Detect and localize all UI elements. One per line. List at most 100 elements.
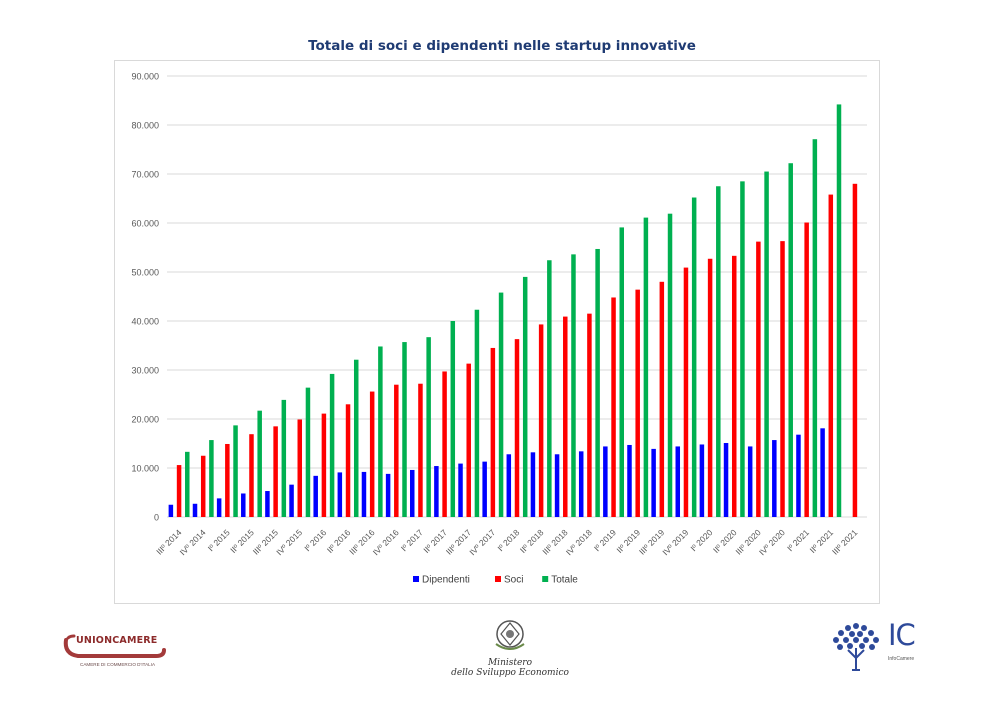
- bar-soci: [200, 455, 206, 517]
- bar-dipendenti: [265, 491, 270, 517]
- bar-soci: [611, 297, 616, 517]
- bar-soci: [225, 443, 230, 517]
- infocamere-initials: IC: [888, 618, 916, 652]
- bar-totale: [691, 197, 697, 517]
- legend-label: Dipendenti: [422, 575, 470, 586]
- bar-totale: [522, 276, 528, 517]
- bar-totale: [450, 321, 456, 517]
- legend-label: Soci: [504, 575, 523, 586]
- bar-totale: [740, 181, 745, 517]
- bar-dipendenti: [289, 484, 294, 517]
- x-tick-label: Iº 2019: [592, 527, 618, 553]
- x-tick-label: Iº 2018: [495, 527, 521, 553]
- x-tick-label: Iº 2017: [399, 527, 425, 553]
- bar-dipendenti: [699, 444, 705, 517]
- bar-totale: [209, 440, 214, 517]
- bar-dipendenti: [530, 452, 536, 517]
- bar-dipendenti: [506, 454, 512, 517]
- y-tick-label: 0: [154, 513, 159, 523]
- y-tick-label: 80.000: [131, 121, 159, 131]
- bar-totale: [353, 359, 359, 517]
- bar-soci: [563, 316, 568, 517]
- x-tick-label: IIIº 2021: [830, 527, 860, 557]
- infocamere-name: InfoCamere: [888, 656, 915, 662]
- bar-soci: [852, 183, 858, 518]
- bar-totale: [402, 342, 407, 517]
- bar-dipendenti: [554, 454, 560, 517]
- bar-soci: [731, 255, 737, 517]
- x-tick-label: IVº 2017: [467, 527, 497, 557]
- bar-dipendenti: [192, 503, 198, 517]
- bar-soci: [538, 324, 544, 517]
- bar-chart: 0 10.000 20.000 30.000 40.000 50.000 60.000 70.…: [131, 72, 867, 586]
- bar-dipendenti: [578, 451, 584, 517]
- bar-totale: [378, 346, 383, 517]
- bar-totale: [836, 104, 842, 518]
- bar-dipendenti: [337, 472, 343, 517]
- bar-soci: [369, 391, 375, 517]
- x-tick-label: IVº 2018: [564, 527, 594, 557]
- bar-soci: [442, 371, 447, 517]
- x-tick-label: Iº 2021: [785, 527, 811, 553]
- bar-totale: [281, 399, 287, 517]
- bar-totale: [812, 139, 818, 517]
- x-tick-label: IVº 2015: [274, 527, 304, 557]
- x-tick-label: Iº 2020: [689, 527, 715, 553]
- bar-dipendenti: [723, 443, 729, 517]
- x-tick-label: Iº 2016: [302, 527, 328, 553]
- bar-totale: [233, 425, 238, 517]
- chart-title: Totale di soci e dipendenti nelle startu…: [308, 38, 696, 54]
- unioncamere-subtitle: CAMERE DI COMMERCIO D'ITALIA: [80, 662, 156, 667]
- bar-soci: [659, 281, 665, 517]
- infocamere-logo: IC InfoCamere: [826, 618, 926, 678]
- bar-soci: [635, 289, 640, 517]
- chart-frame: 0 10.000 20.000 30.000 40.000 50.000 60.000 70.…: [114, 60, 880, 604]
- bar-totale: [595, 248, 600, 517]
- bar-dipendenti: [747, 446, 753, 517]
- mise-line-1: Ministero: [487, 658, 533, 668]
- bar-totale: [426, 337, 431, 517]
- bar-soci: [756, 241, 761, 517]
- bar-soci: [587, 313, 592, 517]
- x-tick-label: IVº 2020: [757, 527, 787, 557]
- legend-swatch: [542, 576, 549, 582]
- bar-dipendenti: [458, 463, 463, 517]
- bar-totale: [498, 292, 504, 517]
- bar-soci: [707, 258, 713, 517]
- mise-name: Ministero dello Sviluppo Economico: [440, 658, 580, 678]
- bar-totale: [643, 217, 649, 518]
- bar-dipendenti: [241, 493, 246, 517]
- bar-totale: [788, 163, 793, 517]
- bar-soci: [683, 267, 689, 517]
- bar-totale: [619, 227, 625, 517]
- bar-dipendenti: [772, 440, 777, 517]
- bar-totale: [257, 410, 262, 517]
- unioncamere-logo: UNIONCAMERE CAMERE DI COMMERCIO D'ITALIA: [60, 630, 180, 674]
- bar-soci: [466, 363, 471, 517]
- y-tick-label: 60.000: [131, 219, 159, 229]
- mise-line-2: dello Sviluppo Economico: [451, 668, 569, 678]
- unioncamere-swoosh-icon: [63, 634, 166, 658]
- bar-dipendenti: [482, 461, 487, 517]
- bar-dipendenti: [820, 428, 825, 517]
- bar-soci: [394, 384, 399, 517]
- bar-dipendenti: [216, 498, 222, 517]
- bar-soci: [297, 419, 303, 517]
- bar-totale: [185, 451, 190, 517]
- bar-soci: [804, 222, 809, 517]
- legend-swatch: [413, 576, 419, 582]
- bar-totale: [547, 260, 552, 517]
- y-tick-label: 50.000: [131, 268, 159, 278]
- bar-soci: [321, 413, 327, 517]
- bar-soci: [273, 426, 278, 517]
- y-tick-label: 90.000: [131, 72, 159, 82]
- bar-soci: [345, 404, 351, 517]
- bar-dipendenti: [627, 444, 632, 517]
- unioncamere-name: UNIONCAMERE: [76, 635, 158, 646]
- bar-dipendenti: [385, 473, 391, 517]
- bar-soci: [514, 339, 520, 517]
- bar-totale: [716, 186, 721, 517]
- y-tick-label: 40.000: [131, 317, 159, 327]
- bar-dipendenti: [675, 446, 681, 517]
- bar-totale: [329, 373, 335, 517]
